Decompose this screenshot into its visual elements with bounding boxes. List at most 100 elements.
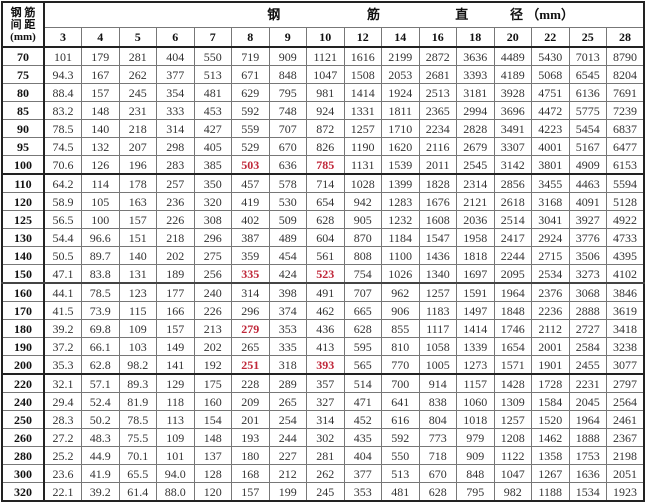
table-row: 100 70.6 126 196 283 385 503 636 785 1131 1539 2011… [1, 155, 645, 175]
area-cell: 2727 [568, 319, 607, 338]
area-cell: 592 [381, 428, 420, 447]
row-spacing: 125 [1, 210, 45, 229]
area-cell: 1340 [418, 264, 457, 284]
diameter-header: 18 [456, 27, 495, 48]
area-cell: 641 [381, 392, 420, 411]
area-cell: 109 [156, 428, 195, 447]
area-cell: 2681 [418, 65, 457, 84]
area-cell: 5454 [568, 119, 607, 138]
area-cell: 359 [231, 246, 270, 265]
area-cell: 1958 [456, 228, 495, 247]
table-row: 190 37.2 66.1 103 149 202 265 335 413 595 810 1058 1… [1, 337, 645, 356]
area-cell: 94.3 [43, 65, 82, 84]
area-cell: 2053 [381, 65, 420, 84]
area-cell: 848 [456, 464, 495, 483]
area-cell: 103 [118, 337, 157, 356]
area-cell: 157 [81, 83, 120, 102]
row-spacing: 95 [1, 137, 45, 156]
area-cell: 114 [81, 173, 120, 193]
table-row: 75 94.3 167 262 377 513 671 848 1047 1508 2053 2681… [1, 65, 645, 84]
area-cell: 628 [418, 482, 457, 502]
area-cell: 3506 [568, 246, 607, 265]
area-cell: 41.5 [43, 301, 82, 320]
area-cell: 4489 [493, 46, 532, 66]
area-cell: 2514 [493, 210, 532, 229]
area-cell: 262 [118, 65, 157, 84]
row-spacing: 75 [1, 65, 45, 84]
area-cell: 8790 [606, 46, 645, 66]
row-spacing: 170 [1, 301, 45, 320]
area-cell: 670 [418, 464, 457, 483]
area-cell: 1508 [343, 65, 382, 84]
row-spacing: 220 [1, 373, 45, 393]
area-cell: 64.2 [43, 173, 82, 193]
row-spacing: 100 [1, 155, 45, 175]
row-spacing: 240 [1, 392, 45, 411]
area-cell: 61.4 [118, 482, 157, 502]
area-cell: 1753 [568, 446, 607, 465]
table-row: 90 78.5 140 218 314 427 559 707 872 1257 1710 2234 2… [1, 119, 645, 138]
area-cell: 1534 [568, 482, 607, 502]
area-cell: 707 [268, 119, 307, 138]
area-cell: 4189 [493, 65, 532, 84]
area-cell: 29.4 [43, 392, 82, 411]
area-cell: 2872 [418, 46, 457, 66]
diameter-header: 16 [418, 27, 457, 48]
area-cell: 1028 [343, 173, 382, 193]
area-cell: 2236 [531, 301, 570, 320]
area-cell: 5128 [606, 192, 645, 211]
area-cell: 213 [193, 319, 232, 338]
diameter-header: 6 [156, 27, 195, 48]
diameter-header: 28 [606, 27, 645, 48]
area-cell: 1414 [343, 83, 382, 102]
area-cell: 1828 [418, 173, 457, 193]
area-cell: 6136 [568, 83, 607, 102]
diameter-header: 7 [193, 27, 232, 48]
area-cell: 335 [231, 264, 270, 284]
area-cell: 1339 [456, 337, 495, 356]
area-cell: 826 [306, 137, 345, 156]
title-word-3: 直 [455, 7, 469, 22]
area-cell: 2888 [568, 301, 607, 320]
area-cell: 6837 [606, 119, 645, 138]
area-cell: 2367 [606, 428, 645, 447]
area-cell: 8204 [606, 65, 645, 84]
area-cell: 942 [343, 192, 382, 211]
area-cell: 565 [343, 355, 382, 375]
area-cell: 289 [268, 373, 307, 393]
title-word-1: 钢 [267, 7, 281, 22]
area-cell: 2856 [493, 173, 532, 193]
area-cell: 44.9 [81, 446, 120, 465]
area-cell: 4223 [531, 119, 570, 138]
area-cell: 192 [193, 355, 232, 375]
area-cell: 906 [381, 301, 420, 320]
row-spacing: 110 [1, 173, 45, 193]
area-cell: 1676 [418, 192, 457, 211]
area-cell: 982 [493, 482, 532, 502]
diameter-header: 10 [306, 27, 345, 48]
diameter-header: 8 [231, 27, 270, 48]
area-cell: 140 [118, 246, 157, 265]
area-cell: 244 [268, 428, 307, 447]
area-cell: 1273 [456, 355, 495, 375]
area-cell: 578 [268, 173, 307, 193]
area-cell: 1848 [493, 301, 532, 320]
area-cell: 1188 [531, 482, 570, 502]
corner-line-2: 间 距 [10, 18, 36, 31]
area-cell: 83.2 [43, 101, 82, 120]
area-cell: 314 [231, 282, 270, 302]
area-cell: 353 [268, 319, 307, 338]
area-cell: 5430 [531, 46, 570, 66]
area-cell: 314 [306, 410, 345, 429]
area-cell: 140 [81, 119, 120, 138]
area-cell: 44.1 [43, 282, 82, 302]
area-cell: 2365 [418, 101, 457, 120]
row-spacing: 80 [1, 83, 45, 102]
area-cell: 629 [231, 83, 270, 102]
area-cell: 413 [306, 337, 345, 356]
area-cell: 1358 [531, 446, 570, 465]
area-cell: 503 [231, 155, 270, 175]
area-cell: 335 [268, 337, 307, 356]
area-cell: 1131 [343, 155, 382, 175]
title-word-2: 筋 [367, 7, 381, 22]
